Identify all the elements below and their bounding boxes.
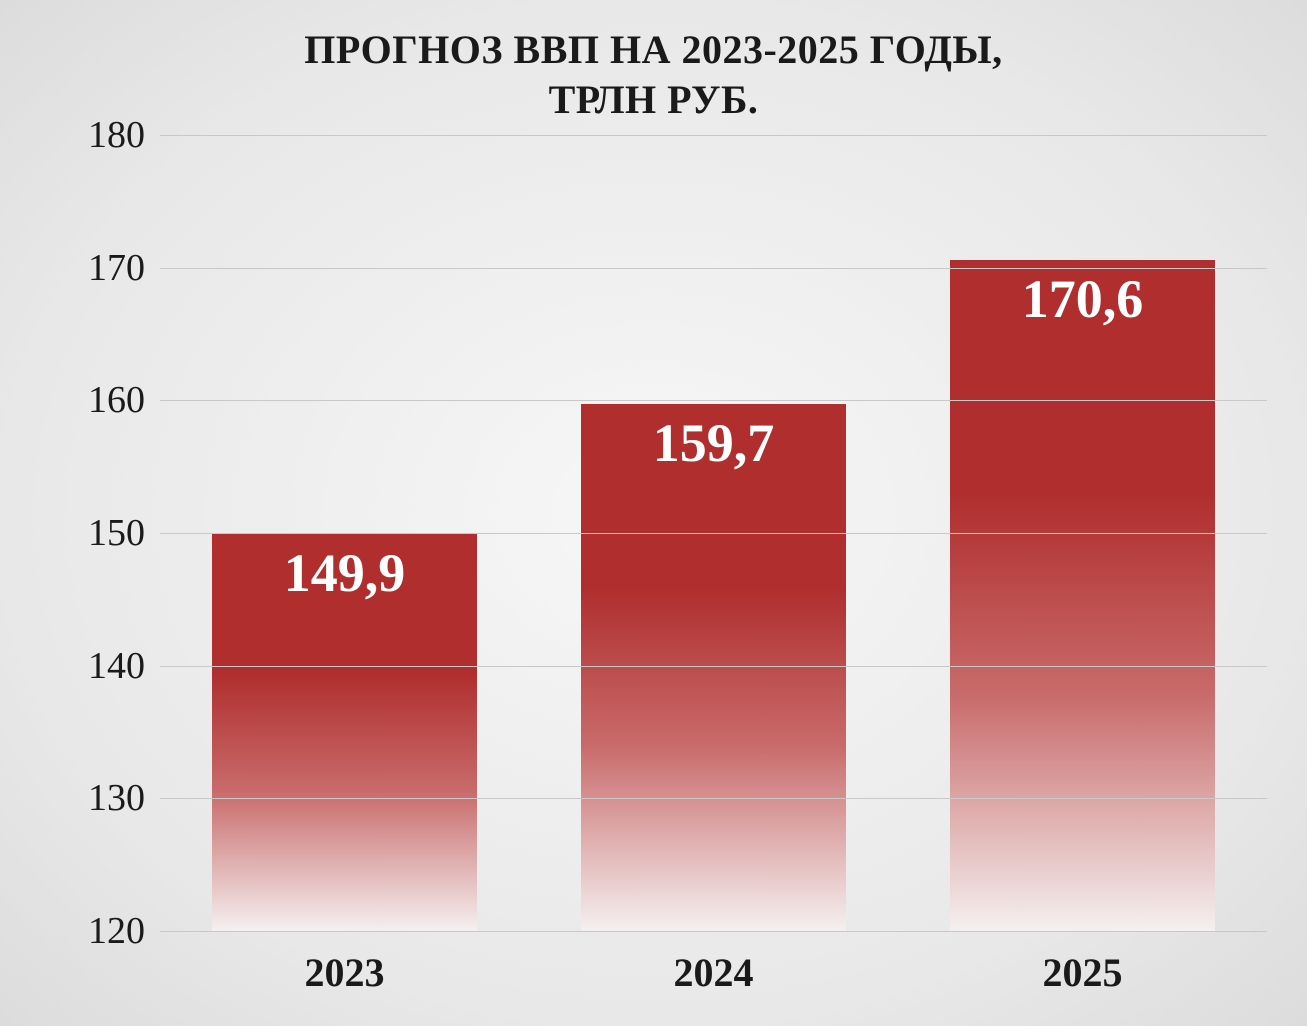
bar-value-label: 170,6 bbox=[1022, 268, 1144, 330]
y-tick-label: 130 bbox=[88, 776, 145, 820]
gridline bbox=[160, 268, 1267, 269]
chart-title-line2: ТРЛН РУБ. bbox=[40, 75, 1267, 125]
x-tick-label: 2025 bbox=[898, 949, 1267, 996]
y-axis: 120130140150160170180 bbox=[40, 135, 160, 931]
gridline bbox=[160, 533, 1267, 534]
y-tick-label: 170 bbox=[88, 246, 145, 290]
chart-container: ПРОГНОЗ ВВП НА 2023-2025 ГОДЫ, ТРЛН РУБ.… bbox=[0, 0, 1307, 1026]
chart-plot-wrap: 120130140150160170180 149,9159,7170,6 bbox=[40, 135, 1267, 931]
bar: 149,9 bbox=[212, 534, 478, 931]
x-tick-label: 2024 bbox=[529, 949, 898, 996]
chart-title: ПРОГНОЗ ВВП НА 2023-2025 ГОДЫ, ТРЛН РУБ. bbox=[40, 25, 1267, 125]
plot-area: 149,9 159,7 170,6 bbox=[160, 135, 1267, 931]
bar: 159,7 bbox=[581, 404, 847, 931]
gridline bbox=[160, 931, 1267, 932]
y-tick-label: 120 bbox=[88, 909, 145, 953]
gridline bbox=[160, 400, 1267, 401]
bar-value-label: 159,7 bbox=[653, 412, 775, 474]
bar: 170,6 bbox=[950, 260, 1216, 931]
x-axis: 202320242025 bbox=[160, 949, 1267, 996]
x-tick-label: 2023 bbox=[160, 949, 529, 996]
y-tick-label: 150 bbox=[88, 511, 145, 555]
chart-title-line1: ПРОГНОЗ ВВП НА 2023-2025 ГОДЫ, bbox=[40, 25, 1267, 75]
gridline bbox=[160, 135, 1267, 136]
y-tick-label: 140 bbox=[88, 644, 145, 688]
gridline bbox=[160, 798, 1267, 799]
y-tick-label: 160 bbox=[88, 378, 145, 422]
y-tick-label: 180 bbox=[88, 113, 145, 157]
bar-value-label: 149,9 bbox=[284, 542, 406, 604]
gridline bbox=[160, 666, 1267, 667]
